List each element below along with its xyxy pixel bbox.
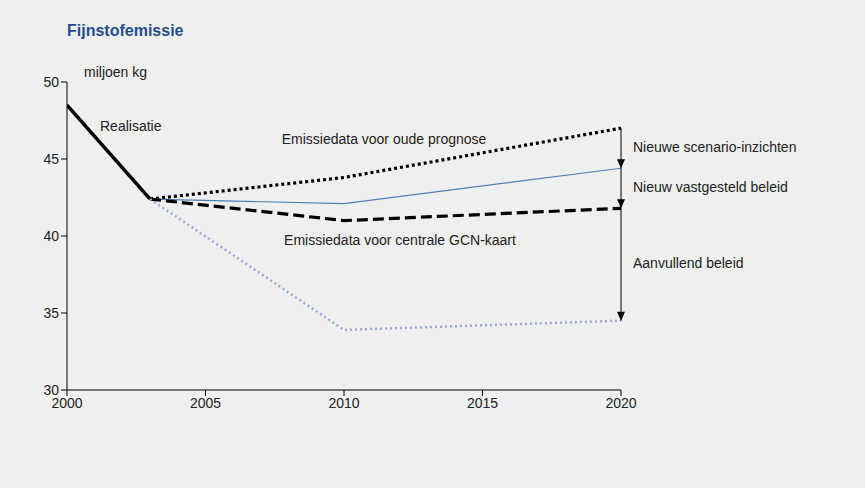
svg-text:Realisatie: Realisatie: [100, 118, 162, 134]
svg-text:2000: 2000: [51, 394, 83, 411]
svg-text:30: 30: [43, 382, 59, 398]
svg-text:2015: 2015: [467, 395, 498, 411]
svg-text:Nieuw vastgesteld beleid: Nieuw vastgesteld beleid: [633, 179, 788, 195]
svg-text:2010: 2010: [328, 395, 359, 411]
svg-text:Emissiedata voor centrale GCN-: Emissiedata voor centrale GCN-kaart: [284, 232, 516, 248]
svg-text:2005: 2005: [190, 395, 221, 411]
svg-text:45: 45: [43, 151, 59, 167]
svg-text:Nieuwe scenario-inzichten: Nieuwe scenario-inzichten: [633, 139, 796, 155]
html-text:miljoen kg: miljoen kg: [84, 64, 147, 80]
html-text:Fijnstofemissie: Fijnstofemissie: [67, 22, 184, 39]
svg-text:Emissiedata voor oude prognose: Emissiedata voor oude prognose: [282, 131, 487, 147]
svg-text:Aanvullend beleid: Aanvullend beleid: [633, 255, 744, 271]
svg-text:50: 50: [43, 74, 59, 90]
svg-text:2020: 2020: [605, 395, 636, 411]
svg-text:40: 40: [43, 228, 59, 244]
svg-text:35: 35: [43, 305, 59, 321]
